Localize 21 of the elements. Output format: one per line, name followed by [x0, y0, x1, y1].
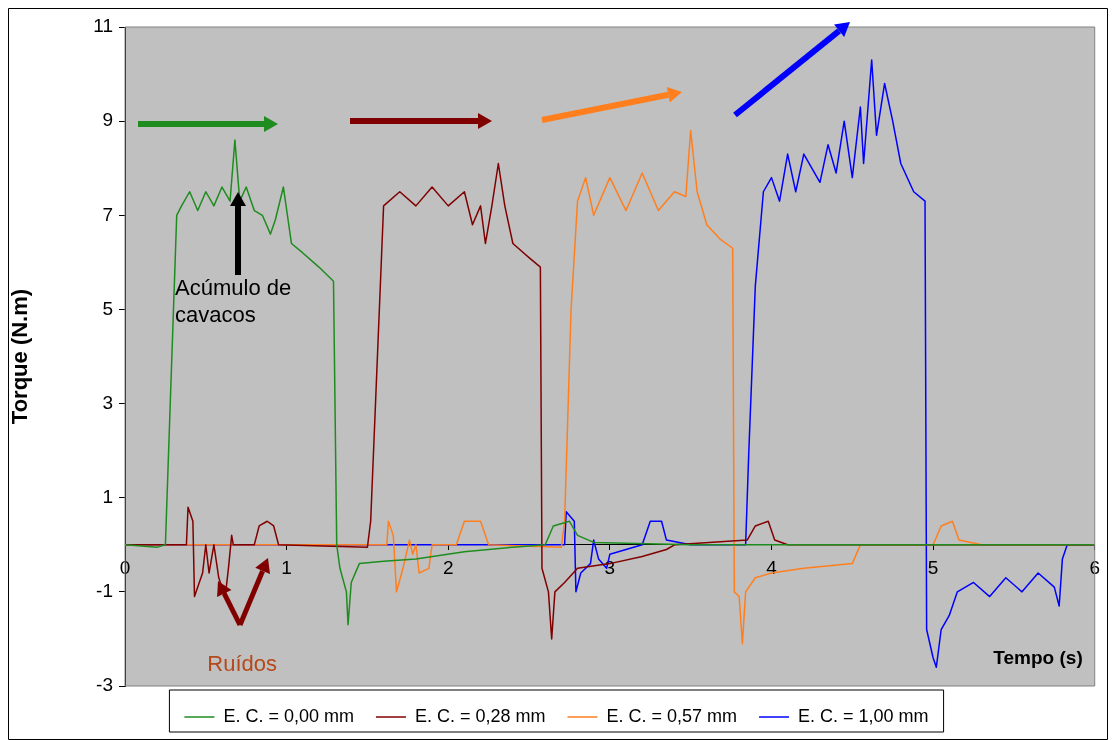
legend-label: E. C. = 0,28 mm [414, 705, 546, 726]
legend-label: E. C. = 1,00 mm [798, 705, 929, 726]
x-tick-label: 5 [927, 557, 939, 579]
legend-label: E. C. = 0,00 mm [223, 705, 354, 726]
y-tick-label: -3 [96, 674, 113, 696]
y-tick-label: 5 [102, 297, 113, 319]
x-axis-title: Tempo (s) [993, 646, 1083, 668]
annotation: Acúmulo de cavacos [175, 274, 292, 327]
x-tick-label: 6 [1089, 557, 1101, 579]
x-tick-label: 1 [281, 557, 292, 579]
annotation: Ruídos [207, 650, 278, 676]
y-tick-label: 3 [102, 391, 113, 413]
y-tick-label: 7 [102, 203, 113, 225]
y-axis-title: Torque (N.m) [7, 288, 33, 425]
x-tick-label: 2 [442, 557, 454, 579]
y-tick-label: 11 [93, 15, 113, 37]
y-tick-label: -1 [96, 580, 113, 602]
legend-label: E. C. = 0,57 mm [606, 705, 738, 726]
x-tick-label: 3 [604, 557, 616, 579]
y-tick-label: 1 [102, 485, 113, 507]
y-tick-label: 9 [102, 109, 113, 131]
